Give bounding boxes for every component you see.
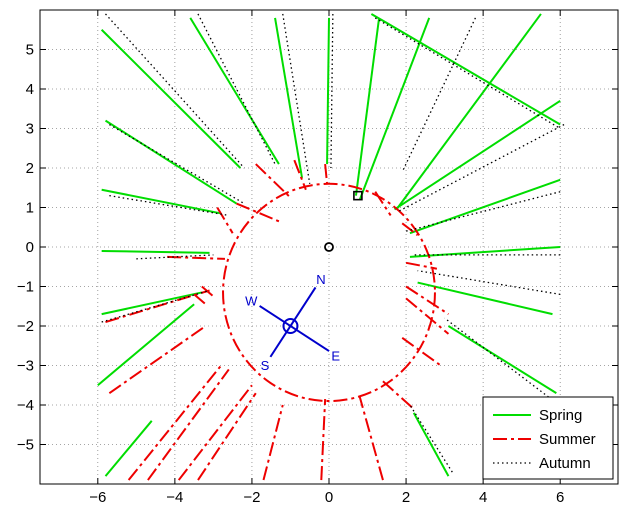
series-summer-segment [405, 297, 450, 335]
series-spring-segment [100, 29, 242, 169]
series-autumn-segment [330, 13, 334, 169]
x-tick-label: −4 [166, 489, 183, 506]
series-spring-segment [409, 178, 561, 235]
series-summer-segment [401, 222, 419, 236]
series-summer-segment [358, 396, 384, 481]
series-autumn-segment [105, 13, 245, 169]
series-autumn-segment [101, 289, 210, 323]
series-summer-segment [193, 293, 207, 306]
series-summer [105, 159, 450, 481]
x-tick-label: 2 [402, 489, 410, 506]
marker-layer [324, 190, 363, 252]
series-layer [97, 13, 565, 481]
y-tick-label: 1 [26, 200, 34, 217]
y-tick-label: 4 [26, 81, 34, 98]
x-tick-label: −2 [243, 489, 260, 506]
legend-label-summer: Summer [539, 431, 596, 448]
series-summer-segment [324, 163, 329, 184]
series-spring-segment [101, 188, 222, 215]
series-spring-segment [104, 119, 238, 205]
y-tick-label: 2 [26, 160, 34, 177]
series-summer-segment [320, 399, 327, 481]
series-summer-segment [401, 337, 442, 367]
compass-label-west: W [245, 294, 258, 309]
series-summer-segment [147, 368, 230, 481]
series-summer-segment [108, 325, 207, 394]
legend-label-spring: Spring [539, 407, 582, 424]
series-spring-segment [97, 303, 195, 387]
series-spring-segment [104, 420, 153, 477]
series-summer-segment [374, 191, 392, 216]
series-spring-segment [370, 13, 561, 126]
series-spring-segment [189, 17, 280, 165]
compass-center-circle [282, 318, 299, 334]
series-spring-segment [274, 17, 304, 179]
series-summer-segment [293, 159, 307, 191]
series-summer-segment [177, 384, 253, 481]
x-tick-label: 4 [479, 489, 487, 506]
y-tick-label: −1 [17, 279, 34, 296]
series-summer-segment [167, 255, 225, 260]
series-autumn [101, 13, 565, 473]
series-spring [97, 13, 561, 477]
x-tick-label: 6 [556, 489, 564, 506]
axis-ticks: −6 −4 −2 0 2 4 6 5 4 3 2 1 0 −1 −2 −3 −4 −5 [17, 10, 618, 506]
series-autumn-segment [282, 13, 311, 184]
compass-rose: N E S W [245, 272, 340, 373]
legend: Spring Summer Autumn [482, 396, 614, 480]
series-spring-segment [326, 17, 330, 165]
x-tick-label: 0 [325, 489, 333, 506]
series-autumn-segment [417, 270, 561, 296]
series-summer-segment [216, 206, 234, 234]
series-autumn-segment [444, 317, 550, 398]
series-spring-segment [409, 246, 561, 258]
y-tick-label: −4 [17, 397, 34, 414]
series-spring-segment [395, 13, 542, 211]
x-tick-label: −6 [89, 489, 106, 506]
series-spring-segment [358, 17, 431, 200]
compass-label-east: E [331, 348, 340, 363]
series-autumn-segment [401, 17, 477, 173]
series-spring-segment [393, 100, 561, 211]
series-summer-circle [222, 182, 436, 403]
origin-marker [324, 242, 334, 252]
series-summer-segment [197, 392, 257, 481]
series-spring-segment [101, 249, 210, 254]
series-summer-segment [405, 261, 438, 270]
compass-label-south: S [261, 358, 270, 373]
y-tick-label: 3 [26, 121, 34, 138]
compass-we-axis [259, 305, 330, 352]
series-summer-segment [105, 289, 210, 324]
series-spring-segment [101, 291, 203, 316]
series-summer-segment [262, 404, 284, 481]
series-spring-segment [412, 412, 450, 477]
y-tick-label: −3 [17, 358, 34, 375]
series-summer-segment [236, 202, 280, 223]
series-spring-segment [354, 17, 381, 196]
legend-label-autumn: Autumn [539, 455, 591, 472]
square-marker [353, 190, 363, 201]
y-tick-label: 0 [26, 239, 34, 256]
series-spring-segment [417, 281, 553, 316]
series-summer-segment [405, 285, 449, 315]
compass-label-north: N [316, 272, 325, 287]
y-tick-label: 5 [26, 42, 34, 59]
series-autumn-segment [136, 254, 214, 260]
series-spring-segment [447, 325, 557, 394]
series-summer-segment [255, 163, 292, 199]
y-tick-label: −5 [17, 437, 34, 454]
y-tick-label: −2 [17, 318, 34, 335]
compass-ns-axis [269, 286, 317, 358]
series-autumn-segment [197, 13, 276, 165]
series-summer-segment [382, 380, 415, 410]
